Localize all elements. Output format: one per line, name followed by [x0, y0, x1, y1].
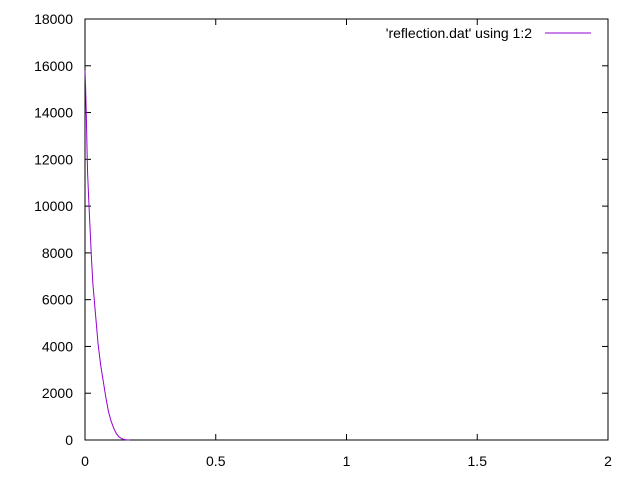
x-tick-label: 0.5 [206, 453, 226, 469]
y-tick-label: 10000 [34, 198, 73, 214]
y-tick-label: 14000 [34, 105, 73, 121]
y-tick-label: 8000 [42, 245, 73, 261]
y-tick-label: 12000 [34, 151, 73, 167]
x-tick-label: 0 [81, 453, 89, 469]
y-tick-label: 0 [65, 432, 73, 448]
x-tick-label: 2 [604, 453, 612, 469]
legend-label: 'reflection.dat' using 1:2 [386, 25, 532, 41]
x-tick-label: 1 [343, 453, 351, 469]
y-tick-label: 18000 [34, 11, 73, 27]
x-tick-label: 1.5 [468, 453, 488, 469]
y-tick-label: 16000 [34, 58, 73, 74]
series-line [84, 70, 130, 441]
ticks-layer [84, 18, 609, 441]
legend: 'reflection.dat' using 1:2 [386, 25, 591, 41]
series-layer [84, 70, 130, 441]
y-tick-label: 4000 [42, 338, 73, 354]
tick-labels-layer: 0 2000 4000 6000 8000 10000 12000 14000 16000 180… [34, 11, 612, 469]
y-tick-label: 2000 [42, 385, 73, 401]
plot-area-frame [84, 18, 609, 441]
y-tick-label: 6000 [42, 292, 73, 308]
